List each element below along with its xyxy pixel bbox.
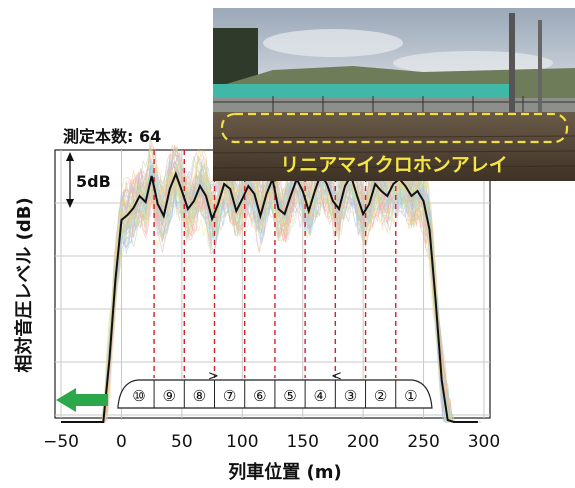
- x-tick-labels: −50 0 50 100 150 200 250 300: [43, 432, 500, 452]
- scale-bar-label: 5dB: [76, 172, 111, 191]
- photo-label: リニアマイクロホンアレイ: [280, 154, 508, 176]
- x-axis-label: 列車位置 (m): [228, 461, 341, 483]
- count-label: 測定本数: 64: [63, 127, 161, 146]
- train-diagram: ⑩ ⑨ ⑧ ⑦ ⑥ ⑤ ④ ③ ② ① > <: [117, 369, 433, 409]
- pantograph-marker: <: [331, 369, 342, 384]
- individual-trace: [63, 171, 482, 423]
- photo-field: [213, 112, 575, 181]
- scale-bar-arrow-down: [66, 199, 74, 208]
- photo-inset: リニアマイクロホンアレイ: [213, 8, 575, 181]
- car-number-label: ③: [344, 387, 357, 405]
- x-tick-label: 300: [468, 432, 500, 452]
- scale-bar-arrow-up: [66, 152, 74, 161]
- car-number-label: ②: [374, 387, 387, 405]
- average-series: [61, 171, 478, 423]
- car-number-label: ⑤: [283, 387, 296, 405]
- individual-trace: [63, 153, 482, 423]
- y-axis-label: 相対音圧レベル (dB): [13, 197, 35, 372]
- x-tick-label: 100: [226, 432, 258, 452]
- x-tick-label: 200: [347, 432, 379, 452]
- photo-pole: [509, 13, 515, 118]
- car-number-label: ④: [314, 387, 327, 405]
- x-tick-label: 250: [407, 432, 439, 452]
- scale-bar: 5dB: [66, 152, 111, 208]
- average-line: [61, 171, 478, 423]
- individual-trace: [63, 172, 482, 423]
- x-tick-label: 50: [171, 432, 193, 452]
- car-number-label: ⑥: [253, 387, 266, 405]
- car-number-label: ⑧: [193, 387, 206, 405]
- car-number-label: ⑨: [162, 387, 175, 405]
- car-number-label: ⑦: [223, 387, 236, 405]
- x-tick-label: −50: [43, 432, 79, 452]
- car-number-label: ①: [404, 387, 417, 405]
- x-tick-label: 150: [286, 432, 318, 452]
- microphone-array-outline: [220, 112, 569, 144]
- individual-trace: [63, 159, 482, 423]
- x-tick-label: 0: [116, 432, 127, 452]
- car-number-label: ⑩: [132, 387, 145, 405]
- site-photo: リニアマイクロホンアレイ: [213, 8, 575, 181]
- photo-pole: [538, 20, 542, 115]
- individual-trace: [63, 160, 482, 423]
- direction-arrow-icon: [56, 388, 108, 412]
- pantograph-marker: >: [208, 369, 219, 384]
